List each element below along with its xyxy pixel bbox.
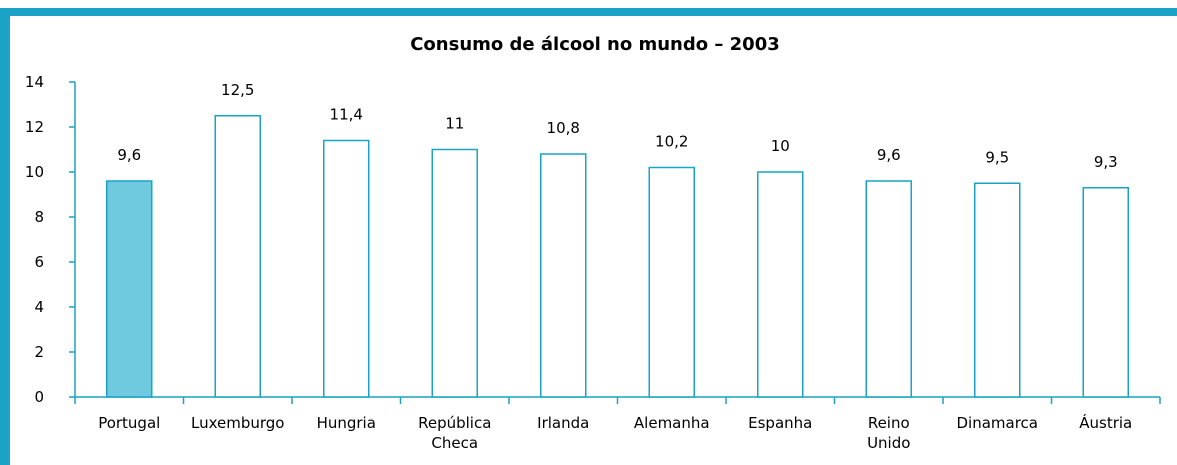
- data-label: 12,5: [221, 81, 254, 99]
- y-tick-label: 6: [34, 253, 44, 271]
- chart-border-top: [0, 8, 1177, 16]
- data-label: 10,2: [655, 133, 688, 151]
- x-category-label: Checa: [431, 434, 478, 452]
- bar: [214, 115, 261, 398]
- x-category-label: Dinamarca: [957, 414, 1039, 432]
- data-label: 9,5: [985, 148, 1009, 166]
- y-tick-label: 0: [34, 388, 44, 406]
- x-category-label: Espanha: [748, 414, 812, 432]
- bar: [323, 139, 370, 398]
- y-tick-label: 4: [34, 298, 44, 316]
- data-label: 9,6: [877, 146, 901, 164]
- data-labels: 9,6 12,5 11,4 11 10,8 10,2 10 9,6 9,5 9,3: [117, 81, 1117, 171]
- y-tick-label: 10: [25, 163, 44, 181]
- chart-title: Consumo de álcool no mundo – 2003: [410, 34, 780, 55]
- x-axis: Portugal Luxemburgo Hungria República Checa I…: [74, 396, 1161, 452]
- data-label: 11: [445, 115, 464, 133]
- x-category-label: Unido: [867, 434, 910, 452]
- y-tick-label: 8: [34, 208, 44, 226]
- chart-border-left: [0, 8, 10, 465]
- bar: [1082, 187, 1129, 398]
- x-category-label: Áustria: [1079, 413, 1132, 432]
- bar: [974, 182, 1021, 398]
- x-category-label: Luxemburgo: [191, 414, 285, 432]
- data-label: 9,6: [117, 146, 141, 164]
- y-tick-label: 12: [25, 118, 44, 136]
- data-label: 10: [771, 137, 790, 155]
- bar: [865, 180, 912, 398]
- bar: [757, 171, 804, 398]
- bar: [648, 166, 695, 398]
- bar: [540, 153, 587, 398]
- x-category-label: Portugal: [98, 414, 160, 432]
- x-category-label: Irlanda: [537, 414, 589, 432]
- y-tick-label: 14: [25, 73, 44, 91]
- data-label: 10,8: [547, 119, 580, 137]
- bar: [431, 148, 478, 398]
- y-tick-label: 2: [34, 343, 44, 361]
- x-category-label: Hungria: [317, 414, 376, 432]
- data-label: 9,3: [1094, 153, 1118, 171]
- y-axis: 0 2 4 6 8 10 12 14: [25, 73, 76, 406]
- x-category-label: República: [418, 414, 491, 432]
- bar: [106, 180, 153, 398]
- x-category-label: Reino: [868, 414, 910, 432]
- bars: [106, 115, 1129, 398]
- x-category-label: Alemanha: [634, 414, 710, 432]
- data-label: 11,4: [330, 106, 363, 124]
